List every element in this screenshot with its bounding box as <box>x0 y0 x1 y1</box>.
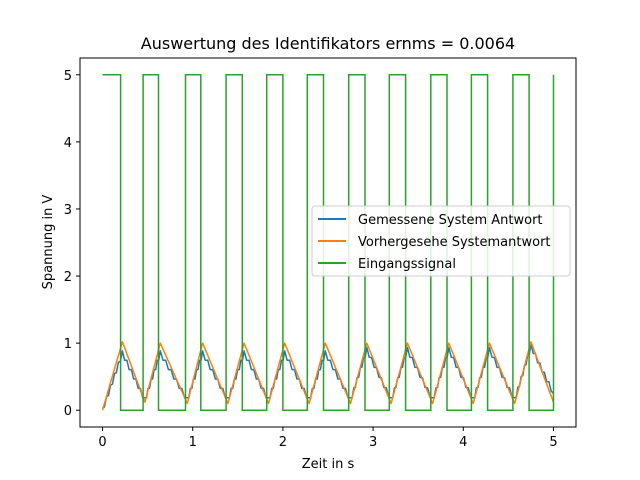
y-tick-label: 5 <box>64 69 72 84</box>
plot-frame <box>79 57 577 428</box>
y-tick-label: 1 <box>64 337 72 352</box>
y-tick-label: 0 <box>64 404 72 419</box>
legend-label-input: Eingangssignal <box>358 257 456 272</box>
legend-label-predicted: Vorhergesehe Systemantwort <box>358 235 551 250</box>
y-axis-ticks: 0 1 2 3 4 5 <box>64 69 80 419</box>
series-input-line <box>102 74 555 411</box>
series-predicted-line <box>101 341 555 411</box>
legend: Gemessene System Antwort Vorhergesehe Sy… <box>311 205 571 277</box>
y-axis-label: Spannung in V <box>41 195 56 290</box>
y-tick-label: 2 <box>64 270 72 285</box>
legend-label-measured: Gemessene System Antwort <box>358 213 543 228</box>
x-tick-label: 0 <box>98 435 106 450</box>
plot-lines <box>101 74 555 411</box>
x-tick-label: 2 <box>279 435 287 450</box>
x-tick-label: 1 <box>189 435 197 450</box>
x-tick-label: 5 <box>549 435 557 450</box>
y-tick-label: 4 <box>64 136 72 151</box>
x-axis-ticks: 0 1 2 3 4 5 <box>98 427 558 450</box>
legend-box <box>311 205 571 277</box>
x-tick-label: 3 <box>369 435 377 450</box>
y-tick-label: 3 <box>64 203 72 218</box>
x-axis-label: Zeit in s <box>302 457 355 472</box>
x-tick-label: 4 <box>459 435 467 450</box>
chart-title: Auswertung des Identifikators ernms = 0.… <box>141 34 515 53</box>
